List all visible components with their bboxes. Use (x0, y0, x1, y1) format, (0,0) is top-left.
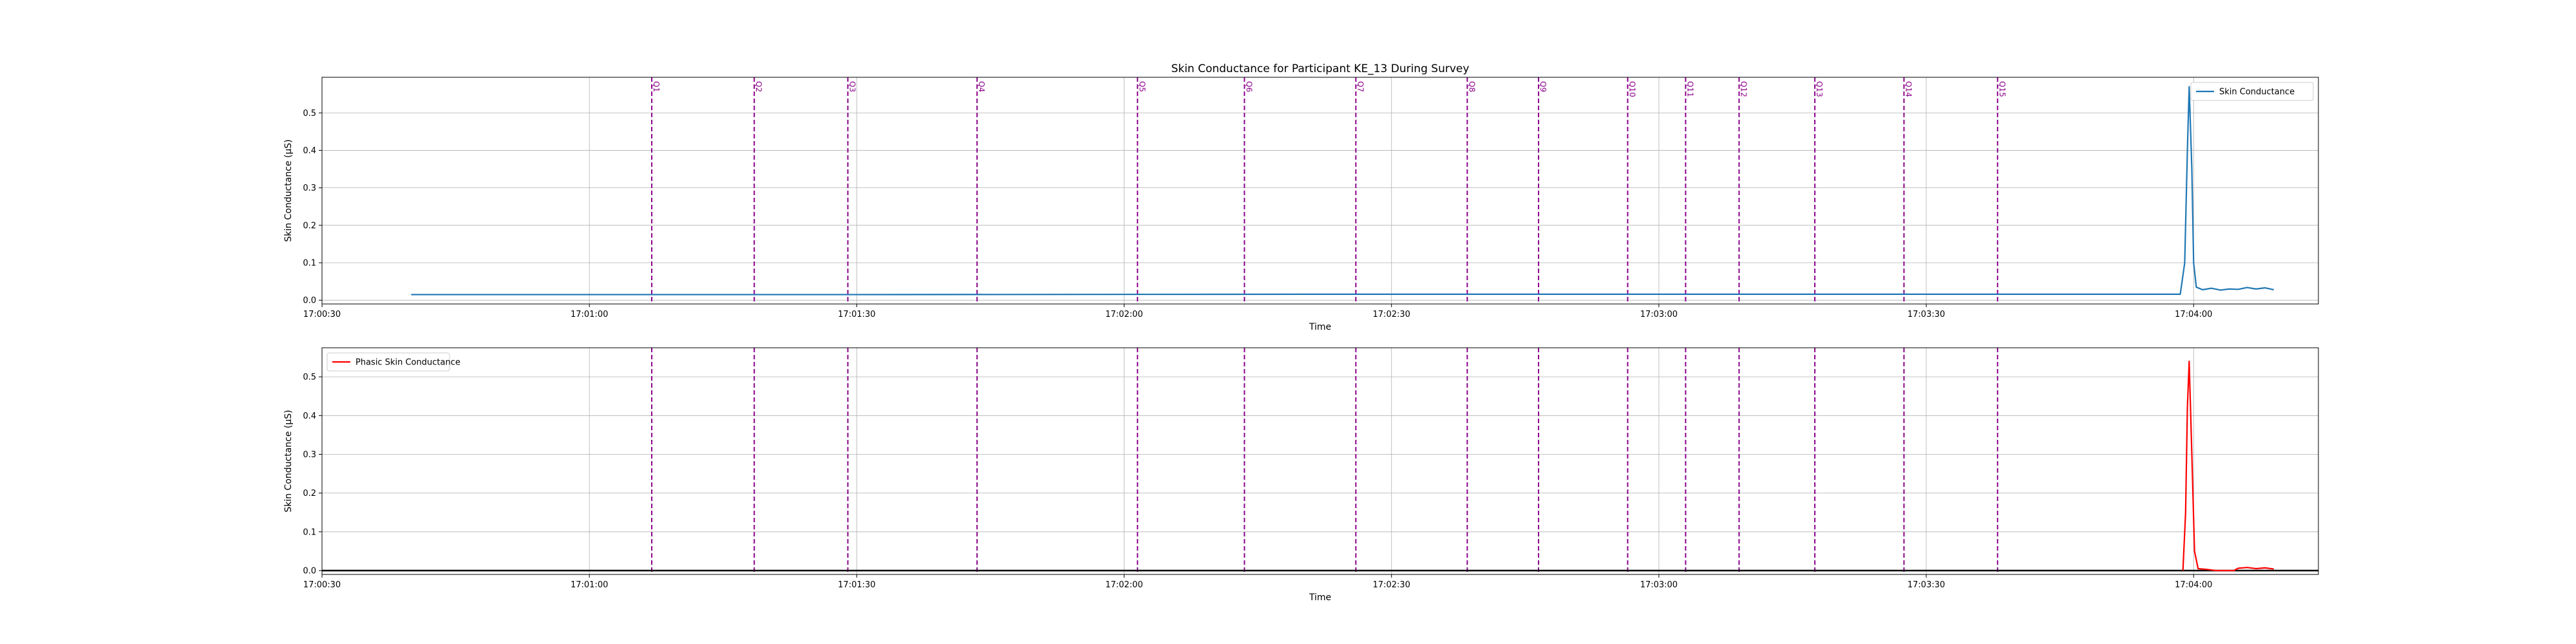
y-tick-label: 0.1 (303, 527, 316, 537)
figure-title: Skin Conductance for Participant KE_13 D… (1171, 62, 1470, 75)
phasic-skin-conductance-panel: 17:00:30 17:01:00 17:01:30 17:02:00 17:02:30… (283, 347, 2319, 603)
y-axis-label: Skin Conductance (μS) (283, 410, 294, 512)
question-marker-label: Q8 (1467, 81, 1476, 92)
x-tick-label: 17:00:30 (303, 580, 341, 590)
question-marker-label: Q14 (1904, 81, 1913, 97)
question-marker-label: Q15 (1998, 81, 2007, 97)
x-tick-label: 17:03:30 (1908, 580, 1945, 590)
y-tick-label: 0.0 (303, 566, 316, 576)
question-marker-label: Q5 (1137, 81, 1146, 92)
x-tick-label: 17:01:00 (571, 310, 608, 319)
y-tick-label: 0.4 (303, 146, 316, 156)
plot-frame (321, 347, 2319, 575)
x-tick-label: 17:02:00 (1105, 310, 1142, 319)
question-marker-label: Q2 (754, 81, 763, 92)
skin-conductance-panel: 17:00:30 17:01:00 17:01:30 17:02:00 17:02:30… (283, 77, 2319, 332)
x-tick-label: 17:02:30 (1373, 310, 1410, 319)
x-tick-label: 17:00:30 (303, 310, 341, 319)
x-tick-label: 17:01:00 (571, 580, 608, 590)
y-tick-label: 0.2 (303, 489, 316, 498)
y-tick-label: 0.5 (303, 373, 316, 383)
legend-box (2190, 82, 2314, 101)
y-tick-label: 0.4 (303, 412, 316, 421)
y-tick-label: 0.3 (303, 450, 316, 460)
question-marker-label: Q4 (977, 81, 986, 92)
question-marker-label: Q10 (1627, 81, 1636, 97)
x-tick-label: 17:03:00 (1640, 580, 1678, 590)
y-tick-label: 0.3 (303, 184, 316, 193)
y-tick-label: 0.1 (303, 259, 316, 269)
series-line (2182, 360, 2274, 572)
legend-label: Phasic Skin Conductance (355, 358, 460, 368)
x-axis-label: Time (1309, 322, 1331, 332)
x-tick-label: 17:01:30 (838, 310, 875, 319)
plot-area (322, 348, 2318, 574)
x-tick-label: 17:02:00 (1105, 580, 1142, 590)
y-tick-label: 0.0 (303, 296, 316, 306)
x-tick-label: 17:04:00 (2175, 580, 2212, 590)
plot-area (322, 77, 2318, 304)
question-marker-label: Q6 (1244, 81, 1253, 92)
question-marker-label: Q3 (848, 81, 857, 92)
question-marker-label: Q11 (1685, 81, 1694, 97)
question-marker-label: Q13 (1815, 81, 1824, 97)
x-tick-label: 17:02:30 (1373, 580, 1410, 590)
question-marker-label: Q9 (1539, 81, 1548, 92)
y-tick-label: 0.5 (303, 109, 316, 118)
y-tick-label: 0.2 (303, 221, 316, 231)
x-tick-label: 17:04:00 (2175, 310, 2212, 319)
y-axis-label: Skin Conductance (μS) (283, 139, 294, 242)
legend-box (327, 352, 450, 372)
legend-label: Skin Conductance (2219, 88, 2295, 97)
series-line (411, 86, 2275, 296)
x-tick-label: 17:03:30 (1908, 310, 1945, 319)
question-marker-label: Q7 (1356, 81, 1365, 92)
x-tick-label: 17:01:30 (838, 580, 875, 590)
x-tick-label: 17:03:00 (1640, 310, 1678, 319)
plot-frame (321, 77, 2319, 305)
question-marker-label: Q1 (652, 81, 661, 92)
question-marker-label: Q12 (1739, 81, 1748, 97)
x-axis-label: Time (1309, 592, 1331, 603)
